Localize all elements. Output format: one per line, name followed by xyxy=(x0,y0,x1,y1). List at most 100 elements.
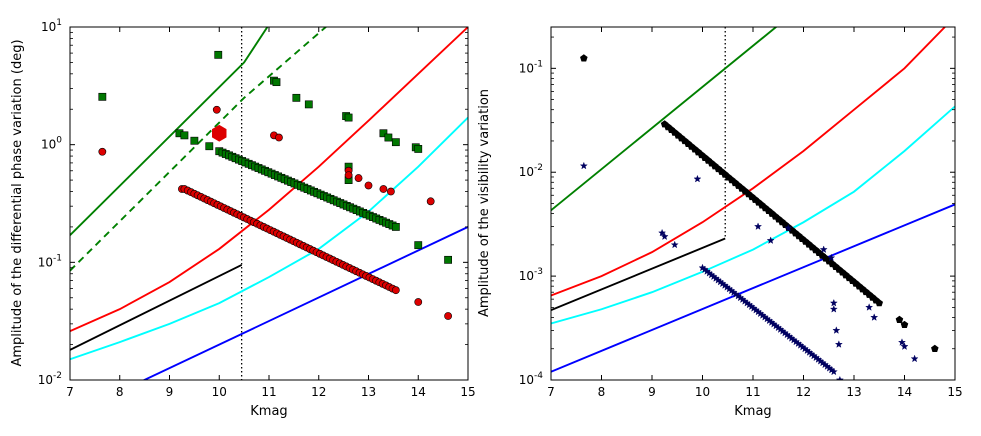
curve-blue xyxy=(142,226,468,380)
point-red-circles xyxy=(379,185,388,193)
point-black-pentagons xyxy=(900,320,909,329)
right-y-axis-label: Amplitude of the visibility variation xyxy=(477,89,492,317)
point-red-circles xyxy=(414,298,423,306)
x-tick-label: 12 xyxy=(311,385,326,399)
left-chart: 7 8 9 10 11 12 13 14 15 10-2 10-1 100 101 Kmag Ampli… xyxy=(10,18,476,419)
point-navy-stars xyxy=(834,340,843,348)
x-tick-label: 14 xyxy=(897,385,912,399)
series-black-pentagons xyxy=(580,54,939,352)
x-tick-label: 11 xyxy=(745,385,760,399)
point-red-circles xyxy=(426,197,435,206)
point-red-circles xyxy=(386,187,395,196)
point-red-hexagon xyxy=(212,124,227,142)
point-navy-stars xyxy=(827,253,836,262)
point-navy-stars xyxy=(784,223,793,232)
right-ticks: 7 8 9 10 11 12 13 14 15 10-4 10-3 10-2 10-1 xyxy=(519,27,963,399)
point-navy-stars xyxy=(865,303,874,311)
series-red-line-run xyxy=(180,185,400,295)
curve-cyan xyxy=(70,116,468,361)
point-green-squares xyxy=(444,255,452,264)
point-red-circles xyxy=(212,105,221,114)
point-navy-stars xyxy=(829,305,838,313)
point-green-squares xyxy=(190,136,199,145)
point-navy-stars xyxy=(835,375,844,380)
point-navy-stars xyxy=(766,236,775,244)
x-tick-label: 8 xyxy=(116,385,124,399)
curve-red xyxy=(70,27,468,333)
point-red-circles xyxy=(275,133,283,142)
point-navy-stars xyxy=(829,298,838,307)
point-green-squares xyxy=(414,241,423,250)
point-navy-stars xyxy=(693,174,702,183)
left-axes-frame xyxy=(69,26,469,381)
y-tick-label: 10-2 xyxy=(38,371,62,387)
point-green-squares xyxy=(180,131,189,140)
x-tick-label: 12 xyxy=(796,385,811,399)
point-black-pentagons xyxy=(875,299,884,307)
series-red-hexagon xyxy=(212,124,227,142)
point-green-squares xyxy=(384,133,393,142)
point-navy-stars xyxy=(832,326,841,334)
x-tick-label: 13 xyxy=(361,385,376,399)
right-chart: 7 8 9 10 11 12 13 14 15 10-4 10-3 10-2 10-1 Kmag Amp… xyxy=(477,26,963,419)
left-y-axis-label: Amplitude of the differential phase vari… xyxy=(10,39,25,366)
y-tick-label: 10-2 xyxy=(519,163,543,179)
point-green-squares xyxy=(344,113,353,122)
curve-blue xyxy=(551,203,955,373)
x-tick-label: 9 xyxy=(648,385,656,399)
point-green-squares xyxy=(98,92,107,101)
left-ticks: 7 8 9 10 11 12 13 14 15 10-2 10-1 100 101 xyxy=(38,18,476,399)
point-navy-stars xyxy=(910,354,919,363)
x-tick-label: 13 xyxy=(846,385,861,399)
point-green-squares xyxy=(214,50,223,59)
x-tick-label: 10 xyxy=(695,385,710,399)
point-black-pentagons xyxy=(895,315,904,323)
point-green-squares xyxy=(391,138,400,147)
point-navy-stars xyxy=(870,313,879,321)
x-tick-label: 7 xyxy=(547,385,555,399)
point-green-squares xyxy=(205,142,214,151)
curve-red xyxy=(551,27,946,297)
x-tick-label: 9 xyxy=(166,385,174,399)
x-tick-label: 8 xyxy=(598,385,606,399)
right-x-axis-label: Kmag xyxy=(734,404,771,419)
y-tick-label: 101 xyxy=(41,18,62,34)
point-navy-stars xyxy=(898,338,906,346)
point-green-squares xyxy=(304,100,313,109)
y-tick-label: 10-4 xyxy=(519,371,544,387)
curve-green-solid xyxy=(70,27,269,236)
curve-cyan xyxy=(551,105,955,325)
point-red-circles xyxy=(344,171,353,180)
series-green-line-run xyxy=(215,147,400,231)
point-navy-stars xyxy=(579,161,588,170)
x-tick-label: 14 xyxy=(411,385,426,399)
curve-green xyxy=(551,27,778,212)
right-plot-area xyxy=(551,27,955,380)
x-tick-label: 11 xyxy=(261,385,276,399)
left-plot-area xyxy=(70,27,468,380)
x-tick-label: 7 xyxy=(66,385,74,399)
curve-black xyxy=(551,237,726,312)
point-black-pentagons xyxy=(931,344,939,352)
point-green-squares xyxy=(414,145,423,153)
y-tick-label: 10-1 xyxy=(519,59,543,75)
point-navy-stars xyxy=(819,245,828,253)
y-tick-label: 10-1 xyxy=(38,253,62,269)
point-black-pentagons xyxy=(580,54,588,62)
point-red-circles xyxy=(98,147,107,156)
point-navy-stars xyxy=(900,342,909,350)
point-red-circles xyxy=(364,181,373,190)
point-navy-stars xyxy=(670,240,679,249)
point-red-circles xyxy=(354,174,363,182)
x-tick-label: 15 xyxy=(947,385,962,399)
y-tick-label: 10-3 xyxy=(519,267,543,283)
point-navy-stars xyxy=(829,367,838,376)
point-navy-stars xyxy=(754,222,763,230)
point-red-circles xyxy=(444,312,452,320)
x-tick-label: 10 xyxy=(212,385,227,399)
curve-black xyxy=(70,264,243,351)
left-x-axis-label: Kmag xyxy=(250,404,287,419)
x-tick-label: 15 xyxy=(460,385,475,399)
point-navy-stars xyxy=(660,232,669,240)
